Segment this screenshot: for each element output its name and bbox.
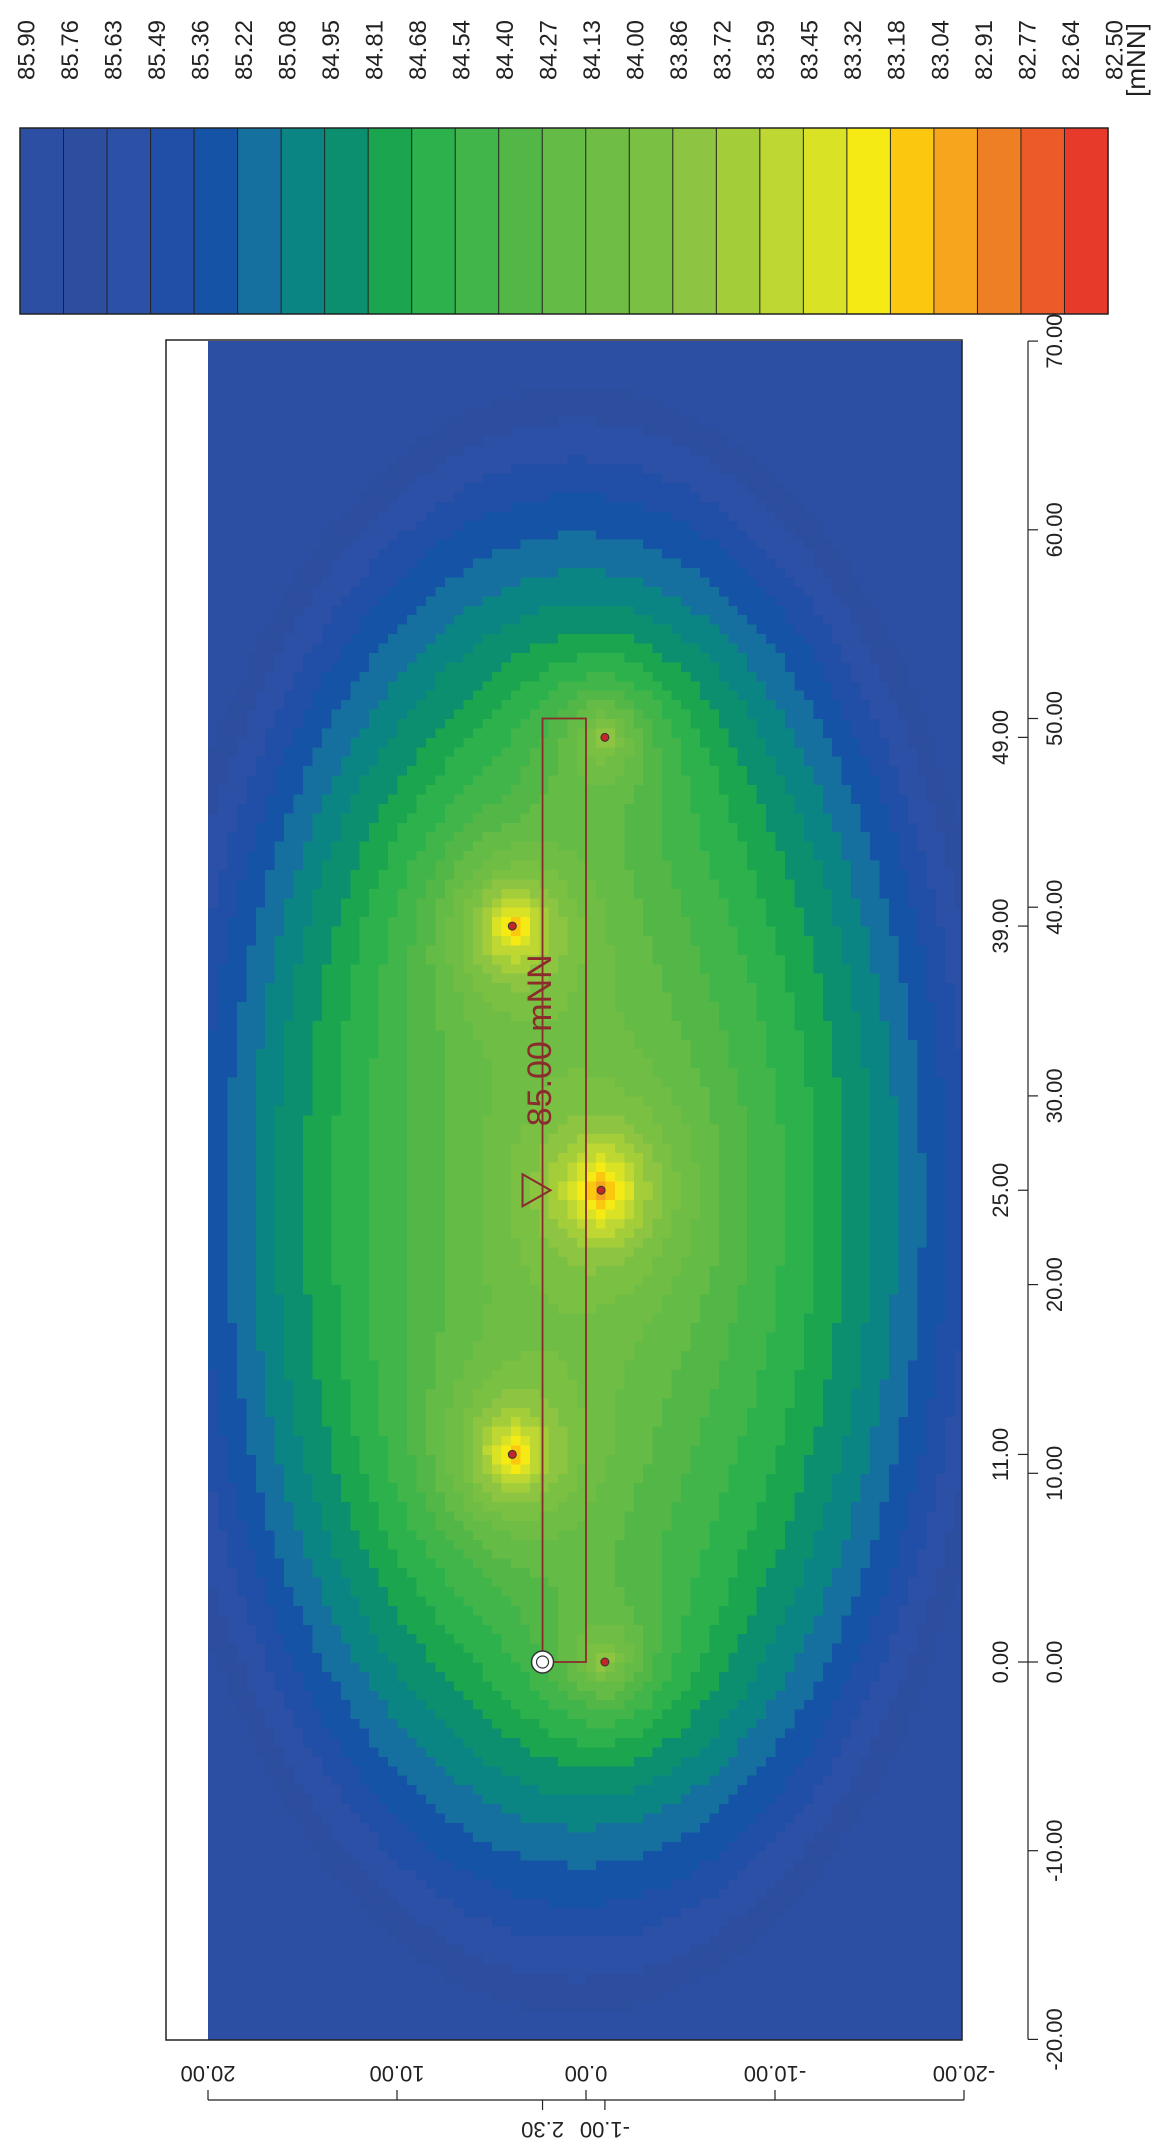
colorbar-level-label: 84.27 <box>536 20 563 80</box>
colorbar-segment <box>716 128 761 314</box>
colorbar-segment <box>629 128 674 314</box>
well-marker <box>596 1185 606 1195</box>
overlays: 85.00 mNN <box>507 717 610 1674</box>
x-axis-tick-label: 60.00 <box>1042 502 1067 557</box>
colorbar-level-label: 83.72 <box>710 20 737 80</box>
colorbar-segment <box>324 128 369 314</box>
well-marker <box>600 1657 610 1667</box>
colorbar-level-label: 82.64 <box>1058 20 1085 80</box>
x-axis-tick-label: 40.00 <box>1042 880 1067 935</box>
y-axis-tick-label: -10.00 <box>744 2061 806 2086</box>
y-axis-tick-label: 20.00 <box>180 2061 235 2086</box>
colorbar-level-label: 82.77 <box>1014 20 1041 80</box>
colorbar-segment <box>20 128 65 314</box>
well-marker <box>507 921 517 931</box>
colorbar-frame <box>19 127 1109 315</box>
colorbar-segment <box>1064 128 1109 314</box>
origin-marker <box>530 1650 555 1674</box>
x-axis-tick-label: 0.00 <box>1042 1641 1067 1684</box>
x-axis: -20.00 -10.00 0.00 10.00 20.00 30.00 40.00 50.0… <box>988 314 1067 2071</box>
colorbar-level-label: 85.49 <box>144 20 171 80</box>
x-axis-marker-label: 0.00 <box>988 1641 1013 1684</box>
x-axis-tick-label: 50.00 <box>1042 691 1067 746</box>
x-axis-tick-label: 10.00 <box>1042 1446 1067 1501</box>
colorbar-level-label: 83.86 <box>666 20 693 80</box>
colorbar-segment <box>498 128 543 314</box>
colorbar-level-label: 84.68 <box>405 20 432 80</box>
x-axis-tick-label: -10.00 <box>1042 1820 1067 1882</box>
x-axis-marker-label: 25.00 <box>988 1163 1013 1218</box>
colorbar-segment <box>846 128 891 314</box>
x-axis-marker-label: 11.00 <box>988 1428 1013 1481</box>
colorbar-segment <box>150 128 195 314</box>
colorbar-segment <box>542 128 587 314</box>
colorbar-unit-label: [mNN] <box>1121 23 1151 97</box>
colorbar-segment <box>977 128 1022 314</box>
colorbar-level-label: 83.32 <box>840 20 867 80</box>
y-axis-tick-label: 0.00 <box>565 2061 608 2086</box>
colorbar-segment <box>455 128 500 314</box>
origin-marker-inner <box>535 1655 550 1669</box>
colorbar-level-label: 83.04 <box>927 20 954 80</box>
colorbar-level-label: 85.22 <box>231 20 258 80</box>
colorbar-segment <box>194 128 239 314</box>
colorbar-level-label: 84.95 <box>318 20 345 80</box>
colorbar-level-label: 85.76 <box>57 20 84 80</box>
y-axis: -20.00 -10.00 0.00 10.00 20.00 -1.00 2.30 <box>180 2061 995 2142</box>
colorbar-level-label: 84.40 <box>492 20 519 80</box>
water-level-triangle <box>521 1172 553 1208</box>
colorbar-segment <box>1020 128 1066 314</box>
colorbar-segment <box>63 128 108 314</box>
colorbar-level-label: 82.50 <box>1101 20 1128 80</box>
colorbar-segment <box>281 128 326 314</box>
colorbar-level-label: 83.59 <box>753 20 780 80</box>
colorbar-level-label: 85.36 <box>187 20 214 80</box>
excavation-outline <box>541 717 587 1663</box>
colorbar-segment <box>237 128 282 314</box>
x-axis-tick-label: 70.00 <box>1042 314 1067 369</box>
colorbar-level-label: 84.13 <box>579 20 606 80</box>
colorbar-segment <box>368 128 413 314</box>
colorbar-segment <box>890 128 935 314</box>
y-axis-tick-label: -20.00 <box>933 2061 995 2086</box>
well-marker <box>600 732 610 742</box>
colorbar <box>19 127 1109 315</box>
colorbar-labels: 85.90 85.76 85.63 85.49 85.36 85.22 85.08 84.95… <box>13 20 1128 80</box>
colorbar-level-label: 85.63 <box>100 20 127 80</box>
colorbar-level-label: 85.08 <box>274 20 301 80</box>
colorbar-segment <box>107 128 152 314</box>
x-axis-tick-label: 30.00 <box>1042 1068 1067 1123</box>
colorbar-segment <box>933 128 979 314</box>
colorbar-segment <box>411 128 456 314</box>
y-axis-marker-label: 2.30 <box>521 2117 564 2142</box>
y-axis-tick-label: 10.00 <box>369 2061 424 2086</box>
colorbar-level-label: 83.18 <box>884 20 911 80</box>
colorbar-level-label: 84.54 <box>449 20 476 80</box>
x-axis-marker-label: 49.00 <box>988 710 1013 765</box>
colorbar-level-label: 83.45 <box>797 20 824 80</box>
colorbar-segment <box>759 128 804 314</box>
colorbar-segment <box>672 128 717 314</box>
colorbar-level-label: 82.91 <box>971 20 998 80</box>
colorbar-level-label: 84.81 <box>362 20 389 80</box>
colorbar-segment <box>803 128 848 314</box>
x-axis-marker-label: 39.00 <box>988 899 1013 954</box>
colorbar-level-label: 85.90 <box>13 20 40 80</box>
x-axis-tick-label: -20.00 <box>1042 2008 1067 2070</box>
x-axis-tick-label: 20.00 <box>1042 1257 1067 1312</box>
plot-area <box>208 341 962 2040</box>
well-marker <box>507 1449 517 1459</box>
annotation-label: 85.00 mNN <box>521 954 559 1126</box>
plot-frame <box>165 339 963 2041</box>
colorbar-level-label: 84.00 <box>623 20 650 80</box>
y-axis-marker-label: -1.00 <box>580 2117 630 2142</box>
colorbar-segment <box>585 128 630 314</box>
